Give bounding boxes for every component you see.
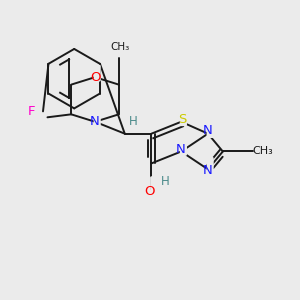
Text: H: H xyxy=(129,115,138,128)
Text: CH₃: CH₃ xyxy=(253,146,273,157)
Text: N: N xyxy=(90,115,100,128)
Text: S: S xyxy=(178,113,187,126)
Text: N: N xyxy=(203,164,213,177)
Text: CH₃: CH₃ xyxy=(111,42,130,52)
Text: N: N xyxy=(176,142,185,156)
Text: H: H xyxy=(160,175,169,188)
Text: O: O xyxy=(90,71,100,84)
Text: F: F xyxy=(27,105,35,118)
Text: O: O xyxy=(145,185,155,198)
Text: N: N xyxy=(203,124,213,137)
